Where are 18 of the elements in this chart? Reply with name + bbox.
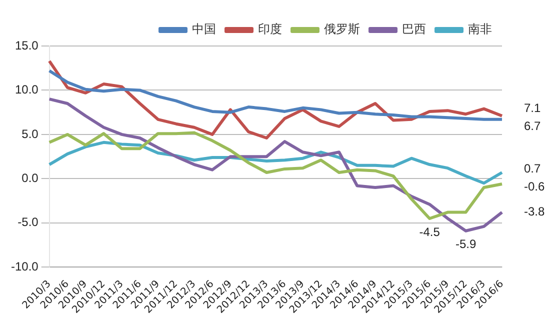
legend-label: 印度: [258, 22, 282, 36]
y-tick-label: -5.0: [18, 215, 39, 230]
annotation: -5.9: [455, 237, 476, 252]
legend-label: 南非: [468, 22, 492, 36]
legend-label: 俄罗斯: [324, 22, 360, 36]
y-tick-label: 10.0: [14, 82, 39, 97]
annotation: -0.6: [524, 180, 546, 194]
y-tick-label: 0.0: [22, 170, 39, 185]
annotation: 0.7: [524, 162, 542, 176]
legend-label: 中国: [192, 22, 216, 36]
annotation: 6.7: [524, 118, 542, 133]
annotation: -3.8: [524, 204, 546, 219]
y-tick-label: 5.0: [22, 126, 39, 141]
annotation: -4.5: [419, 224, 440, 239]
legend-label: 巴西: [402, 22, 426, 36]
annotation: 7.1: [524, 100, 542, 115]
y-tick-label: -10.0: [10, 259, 39, 274]
y-tick-label: 15.0: [14, 38, 39, 52]
